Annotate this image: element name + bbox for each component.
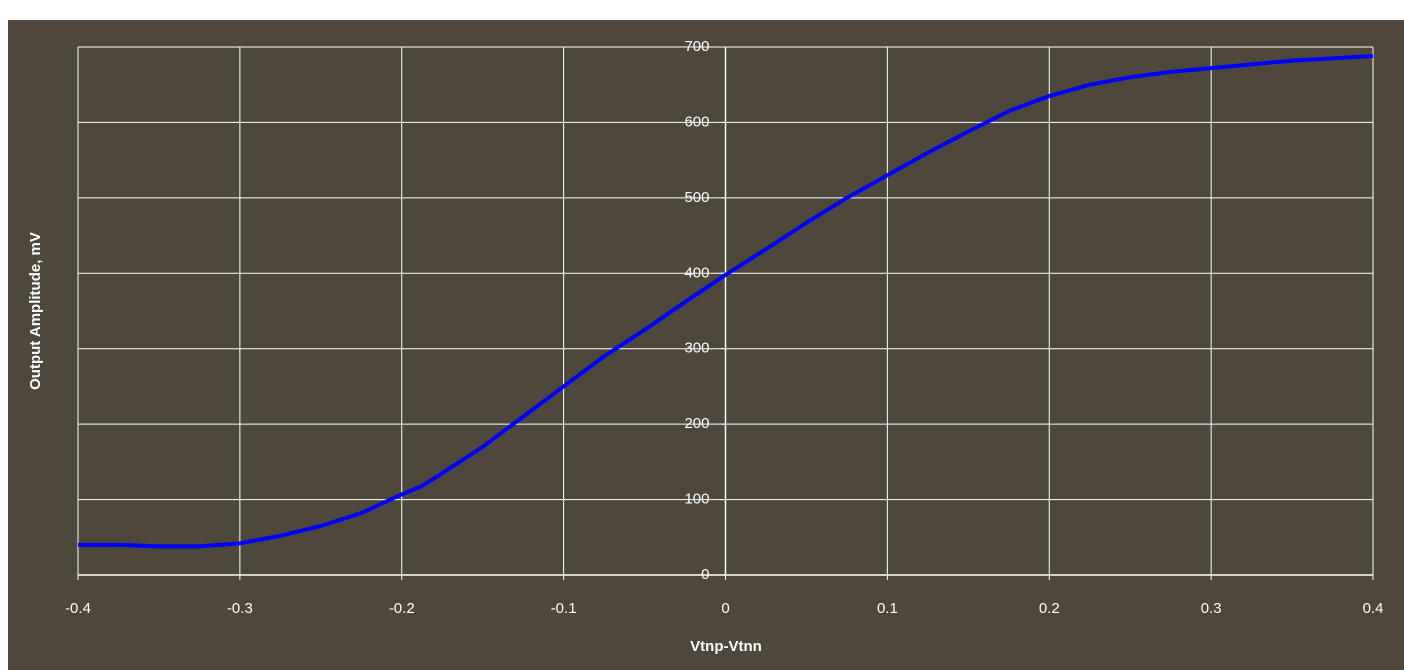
y-tick-label: 700	[684, 38, 709, 55]
chart-background	[8, 20, 1404, 670]
y-tick-label: 100	[684, 491, 709, 508]
y-tick-label: 400	[684, 264, 709, 281]
y-tick-label: 600	[684, 113, 709, 130]
x-tick-label: -0.3	[227, 600, 253, 617]
x-axis-title: Vtnp-Vtnn	[690, 638, 762, 655]
x-tick-label: -0.2	[389, 600, 415, 617]
y-axis-title: Output Amplitude, mV	[27, 232, 44, 390]
x-tick-label: 0.2	[1039, 600, 1060, 617]
x-tick-label: 0.4	[1363, 600, 1384, 617]
y-tick-label: 300	[684, 340, 709, 357]
x-tick-label: -0.1	[551, 600, 577, 617]
x-tick-label: 0	[721, 600, 729, 617]
data-line	[78, 54, 1374, 549]
y-tick-label: 200	[684, 415, 709, 432]
x-tick-label: 0.1	[877, 600, 898, 617]
x-tick-label: -0.4	[65, 600, 91, 617]
y-tick-label: 500	[684, 189, 709, 206]
x-tick-label: 0.3	[1201, 600, 1222, 617]
